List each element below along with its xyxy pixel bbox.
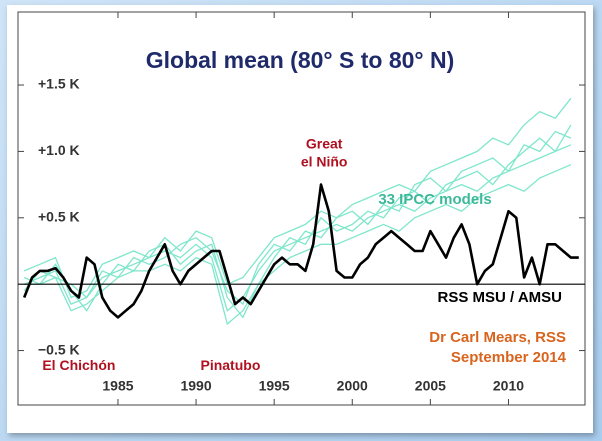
- legend-label: RSS MSU / AMSU: [438, 289, 562, 306]
- annotation: Pinatubo: [200, 357, 260, 373]
- model-label: 33 IPCC models: [378, 191, 491, 208]
- annotation: El Chichón: [42, 357, 115, 373]
- annotation: el Niño: [301, 153, 348, 169]
- x-tick-label: 2005: [415, 378, 446, 394]
- annotation: Great: [306, 135, 343, 151]
- plot-frame: [17, 11, 586, 406]
- observation-line: [22, 183, 579, 319]
- y-tick-label: −0.5 K: [38, 341, 80, 357]
- x-tick-label: 2010: [493, 378, 524, 394]
- y-tick-label: +1.0 K: [38, 142, 80, 158]
- x-tick-label: 2000: [337, 378, 368, 394]
- y-tick-label: +1.5 K: [38, 76, 80, 92]
- x-tick-label: 1990: [180, 378, 211, 394]
- x-tick-label: 1995: [259, 378, 290, 394]
- credit: September 2014: [451, 349, 567, 366]
- chart-title: Global mean (80° S to 80° N): [146, 47, 455, 73]
- model-line: [23, 130, 572, 306]
- x-tick-label: 1985: [102, 378, 133, 394]
- credit: Dr Carl Mears, RSS: [429, 329, 566, 346]
- model-line: [24, 164, 572, 326]
- model-line: [23, 97, 572, 299]
- y-tick-label: +0.5 K: [38, 208, 80, 224]
